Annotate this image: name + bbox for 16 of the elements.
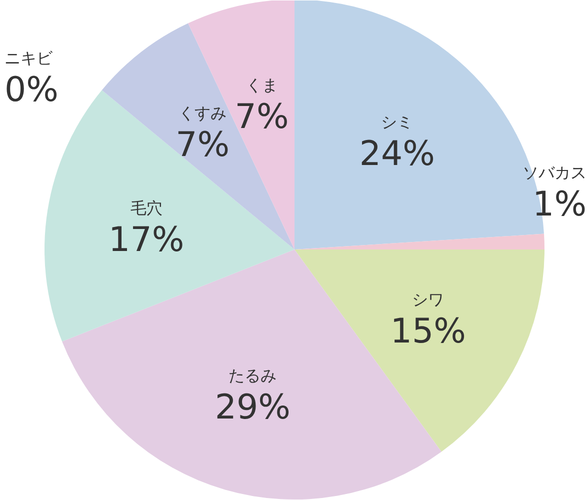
slice-label: くま bbox=[246, 76, 278, 95]
data-label: 24% bbox=[359, 134, 435, 174]
data-label: 15% bbox=[390, 312, 466, 352]
slice-label: シワ bbox=[412, 290, 444, 310]
slice-label: シミ bbox=[381, 112, 414, 132]
slice-label: くすみ bbox=[178, 103, 227, 122]
text: 0% bbox=[4, 70, 58, 110]
data-label: 7% bbox=[234, 97, 289, 138]
data-label: 17% bbox=[108, 220, 184, 260]
slice-label: ソバカス bbox=[522, 163, 586, 182]
category-label: ニキビ bbox=[4, 48, 52, 68]
slice-label: 毛穴 bbox=[130, 198, 162, 218]
data-label: 7% bbox=[176, 124, 230, 165]
data-label: 1% bbox=[532, 184, 587, 224]
slice-label: たるみ bbox=[228, 366, 277, 386]
data-label: 29% bbox=[214, 388, 290, 428]
